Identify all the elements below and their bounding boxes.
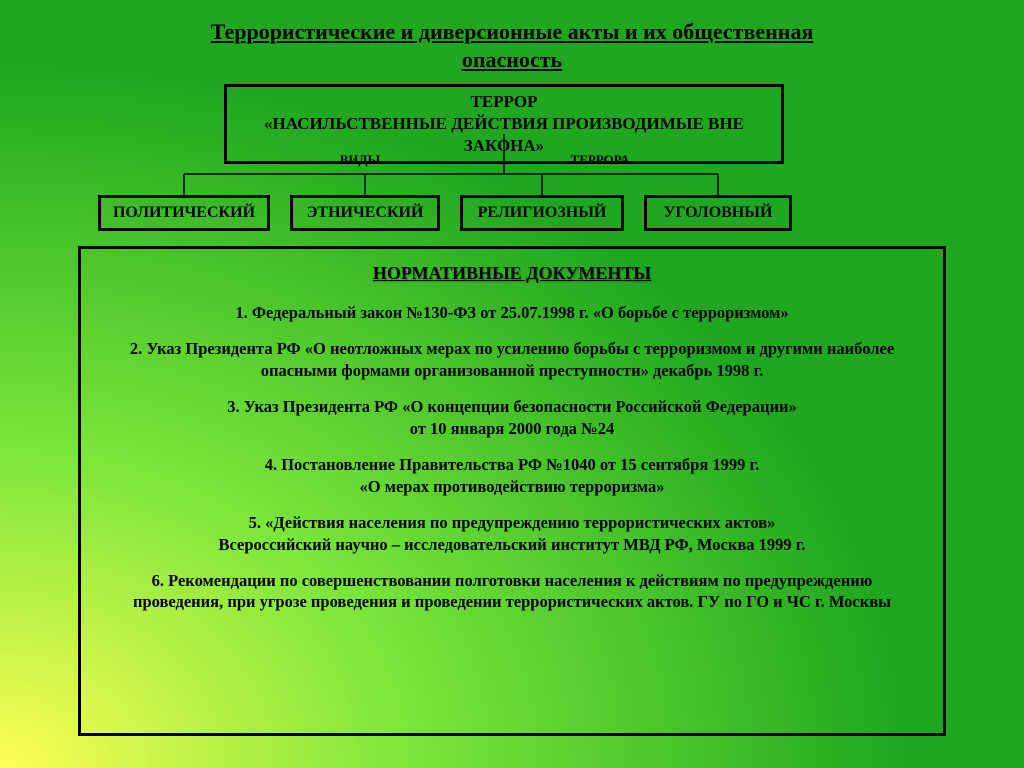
type-box-2: РЕЛИГИОЗНЫЙ [460, 195, 624, 231]
mid-label-right: ТЕРРОРА [540, 152, 660, 168]
type-box-3: УГОЛОВНЫЙ [644, 195, 792, 231]
doc-item-5: 5. «Действия населения по предупреждению… [105, 512, 919, 555]
documents-list: 1. Федеральный закон №130-ФЗ от 25.07.19… [105, 302, 919, 613]
slide-content: Террористические и диверсионные акты и и… [0, 0, 1024, 768]
doc-item-6: 6. Рекомендации по совершенствовании пол… [105, 570, 919, 613]
documents-title: НОРМАТИВНЫЕ ДОКУМЕНТЫ [105, 263, 919, 284]
type-box-0: ПОЛИТИЧЕСКИЙ [98, 195, 270, 231]
page-title: Террористические и диверсионные акты и и… [0, 0, 1024, 73]
mid-label-left: ВИДЫ [300, 152, 420, 168]
doc-item-3: 3. Указ Президента РФ «О концепции безоп… [105, 396, 919, 439]
terror-box-line2: «НАСИЛЬСТВЕННЫЕ ДЕЙСТВИЯ ПРОИЗВОДИМЫЕ ВН… [237, 113, 771, 157]
doc-item-2: 2. Указ Президента РФ «О неотложных мера… [105, 338, 919, 381]
type-box-1: ЭТНИЧЕСКИЙ [290, 195, 440, 231]
doc-item-1: 1. Федеральный закон №130-ФЗ от 25.07.19… [105, 302, 919, 323]
doc-item-4: 4. Постановление Правительства РФ №1040 … [105, 454, 919, 497]
documents-box: НОРМАТИВНЫЕ ДОКУМЕНТЫ 1. Федеральный зак… [78, 246, 946, 736]
terror-box-line1: ТЕРРОР [237, 91, 771, 113]
